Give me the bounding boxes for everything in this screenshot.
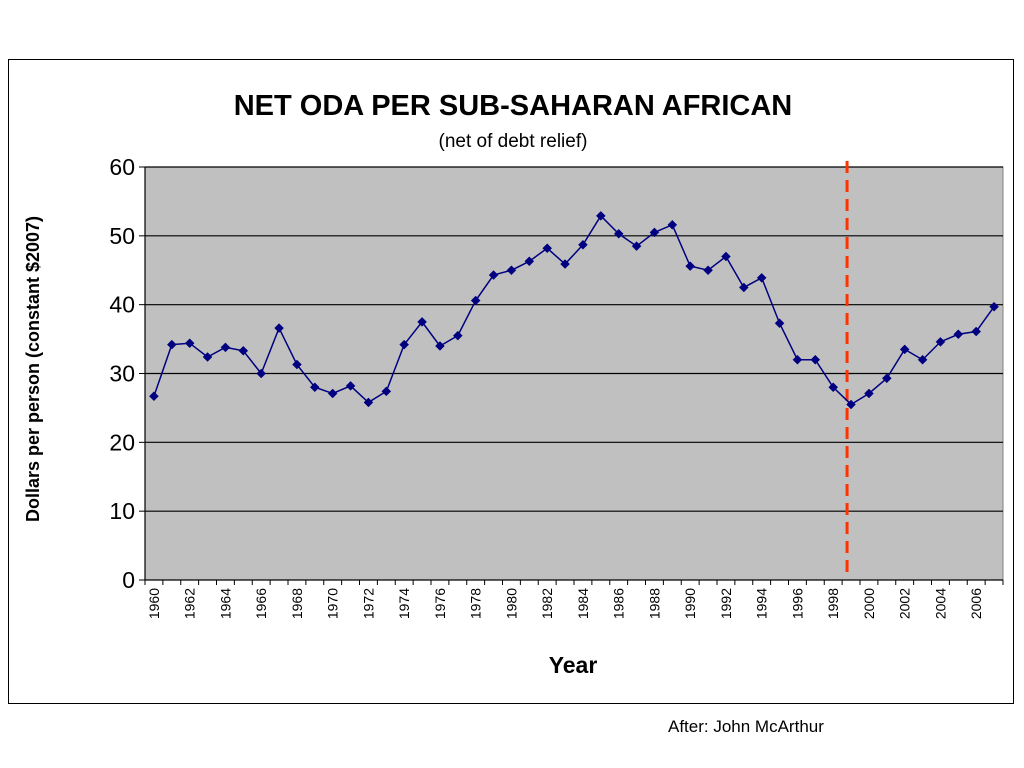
line-chart: NET ODA PER SUB-SAHARAN AFRICAN (net of … bbox=[23, 90, 1004, 678]
data-point bbox=[327, 388, 338, 399]
chart-subtitle: (net of debt relief) bbox=[439, 131, 588, 152]
data-point bbox=[864, 388, 874, 399]
credit-text: After: John McArthur bbox=[668, 717, 824, 736]
x-axis-label: Year bbox=[549, 652, 598, 678]
data-point bbox=[506, 265, 517, 276]
chart-title: NET ODA PER SUB-SAHARAN AFRICAN bbox=[234, 90, 793, 122]
data-point bbox=[202, 352, 213, 362]
x-tick-label: 1960 bbox=[146, 588, 162, 619]
data-point bbox=[703, 265, 713, 276]
data-point bbox=[381, 386, 392, 397]
data-point bbox=[631, 241, 642, 252]
x-tick-label: 1968 bbox=[289, 588, 305, 619]
y-tick-label: 60 bbox=[109, 154, 135, 180]
data-point bbox=[256, 368, 267, 379]
x-tick-label: 1974 bbox=[396, 588, 412, 619]
x-tick-label: 2002 bbox=[897, 588, 913, 619]
y-tick-label: 40 bbox=[109, 292, 135, 318]
y-tick-label: 10 bbox=[109, 498, 135, 524]
data-point bbox=[792, 354, 803, 365]
x-tick-label: 1982 bbox=[539, 588, 555, 619]
x-tick-label: 1962 bbox=[182, 588, 198, 619]
data-point bbox=[917, 354, 928, 365]
data-point bbox=[452, 330, 463, 341]
x-tick-label: 2006 bbox=[968, 588, 984, 619]
data-point bbox=[899, 344, 910, 355]
data-point bbox=[274, 323, 284, 333]
data-point bbox=[685, 261, 696, 271]
data-point bbox=[935, 336, 946, 347]
data-point bbox=[595, 211, 606, 221]
chart-frame: NET ODA PER SUB-SAHARAN AFRICAN (net of … bbox=[8, 59, 1014, 704]
x-tick-label: 1986 bbox=[611, 588, 627, 619]
data-point bbox=[971, 326, 982, 337]
data-point bbox=[363, 397, 374, 408]
data-point bbox=[417, 317, 427, 327]
data-point bbox=[542, 243, 553, 254]
data-point bbox=[578, 239, 588, 250]
data-point bbox=[166, 339, 177, 350]
data-point bbox=[184, 338, 195, 349]
data-point bbox=[774, 318, 785, 329]
x-tick-label: 1996 bbox=[789, 588, 805, 619]
data-point bbox=[738, 282, 749, 293]
data-point bbox=[488, 270, 499, 280]
x-tick-label: 1966 bbox=[253, 588, 269, 619]
data-point bbox=[470, 295, 481, 306]
y-axis-label: Dollars per person (constant $2007) bbox=[23, 216, 43, 522]
data-point bbox=[721, 251, 731, 262]
x-tick-label: 1978 bbox=[468, 588, 484, 619]
x-tick-label: 1984 bbox=[575, 588, 591, 619]
data-point bbox=[881, 373, 892, 384]
data-point bbox=[238, 345, 249, 356]
x-tick-label: 1970 bbox=[325, 588, 341, 619]
data-point bbox=[649, 227, 660, 238]
x-tick-label: 1972 bbox=[360, 588, 376, 619]
y-tick-label: 30 bbox=[109, 361, 135, 387]
x-tick-label: 1998 bbox=[825, 588, 841, 619]
x-tick-label: 2000 bbox=[861, 588, 877, 619]
data-point bbox=[149, 391, 159, 402]
data-point bbox=[292, 359, 302, 370]
y-tick-label: 50 bbox=[109, 223, 135, 249]
data-point bbox=[667, 219, 678, 230]
data-point bbox=[810, 354, 821, 365]
x-tick-label: 1980 bbox=[503, 588, 519, 619]
x-tick-label: 1994 bbox=[754, 588, 770, 619]
data-point bbox=[399, 339, 410, 350]
x-tick-label: 1988 bbox=[646, 588, 662, 619]
data-point bbox=[613, 228, 624, 239]
x-tick-label: 1976 bbox=[432, 588, 448, 619]
data-point bbox=[309, 382, 320, 393]
data-point bbox=[989, 301, 999, 312]
x-tick-label: 1964 bbox=[217, 588, 233, 619]
data-point bbox=[435, 341, 445, 351]
x-tick-label: 1992 bbox=[718, 588, 734, 619]
data-point bbox=[220, 342, 231, 353]
data-point bbox=[846, 399, 856, 410]
y-tick-label: 20 bbox=[109, 429, 135, 455]
x-tick-label: 2004 bbox=[932, 588, 948, 619]
data-point bbox=[560, 259, 570, 269]
data-point bbox=[828, 382, 839, 393]
data-point bbox=[953, 329, 964, 340]
data-point bbox=[756, 272, 767, 283]
data-point bbox=[524, 256, 535, 267]
y-tick-label: 0 bbox=[122, 567, 135, 593]
data-point bbox=[345, 381, 356, 391]
x-tick-label: 1990 bbox=[682, 588, 698, 619]
